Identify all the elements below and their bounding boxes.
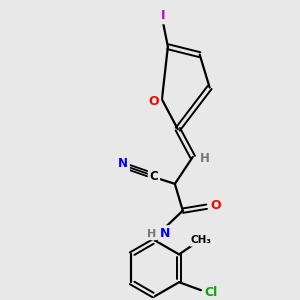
Text: Cl: Cl <box>204 286 218 299</box>
Text: O: O <box>149 95 159 108</box>
Text: H: H <box>147 229 157 238</box>
Text: H: H <box>200 152 210 166</box>
Text: C: C <box>150 170 158 183</box>
Text: CH₃: CH₃ <box>190 236 212 245</box>
Text: O: O <box>210 199 221 212</box>
Text: N: N <box>160 227 170 240</box>
Text: I: I <box>161 9 165 22</box>
Text: N: N <box>118 158 128 170</box>
